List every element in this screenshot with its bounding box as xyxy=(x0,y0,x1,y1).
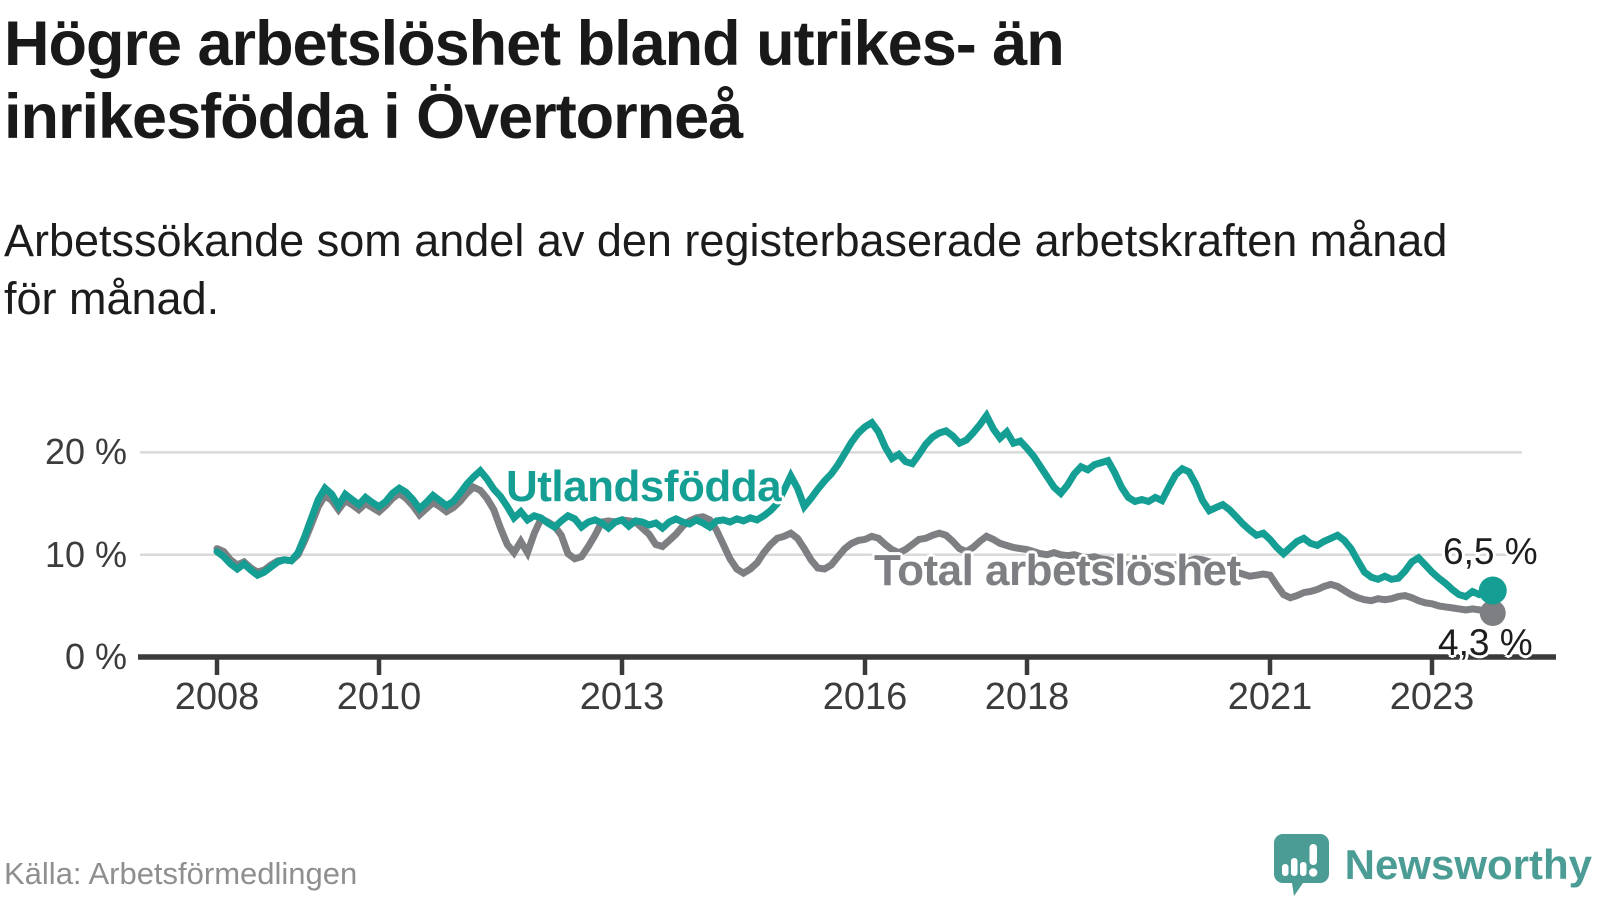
series-end-dot-utlandsfodda xyxy=(1478,576,1507,605)
chart-subtitle: Arbetssökande som andel av den registerb… xyxy=(4,212,1564,328)
series-label-total: Total arbetslöshet xyxy=(874,546,1241,595)
end-value-label-utlandsfodda: 6,5 % xyxy=(1443,531,1538,572)
series-end-dot-total xyxy=(1479,600,1506,627)
chart-title-line2: inrikesfödda i Övertorneå xyxy=(4,82,743,152)
series-line-total xyxy=(213,483,1497,617)
end-value-label-total: 4,3 % xyxy=(1438,622,1533,663)
chart-subtitle-line2: för månad. xyxy=(4,273,220,324)
chart-title: Högre arbetslöshet bland utrikes- än inr… xyxy=(4,8,1564,154)
series-line-utlandsfodda xyxy=(213,408,1497,601)
chart-title-line1: Högre arbetslöshet bland utrikes- än xyxy=(4,9,1065,79)
series-label-utlandsfodda: Utlandsfödda xyxy=(506,462,782,511)
brand-wordmark: Newsworthy xyxy=(1344,841,1592,888)
speech-bubble-bar-chart-icon xyxy=(1273,834,1329,896)
source-note: Källa: Arbetsförmedlingen xyxy=(4,856,358,891)
brand-logo: Newsworthy xyxy=(1273,830,1592,900)
chart-subtitle-line1: Arbetssökande som andel av den registerb… xyxy=(4,215,1448,266)
